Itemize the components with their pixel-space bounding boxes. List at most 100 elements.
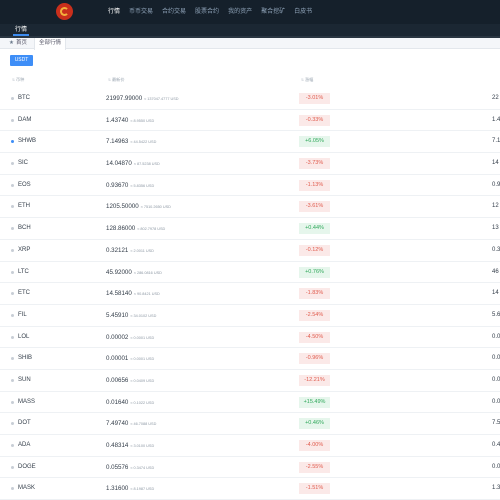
market-table-body: BTC 21997.99000 ≈ 137047.4777 USD -3.01% 22 D…	[0, 88, 500, 500]
coin-symbol[interactable]: FIL	[18, 311, 27, 318]
nav-item-contract-trade[interactable]: 合约交易	[162, 9, 187, 15]
favorite-star-icon[interactable]	[11, 465, 14, 469]
coin-symbol[interactable]: DOGE	[18, 463, 36, 470]
table-row[interactable]: EOS 0.93670 ≈ 5.8356 USD -1.13% 0.9	[0, 175, 500, 197]
price-usd-conversion: ≈ 3.0100 USD	[130, 444, 155, 448]
coin-symbol[interactable]: EOS	[18, 181, 31, 188]
table-row[interactable]: DOGE 0.05576 ≈ 0.3474 USD -2.55% 0.0	[0, 457, 500, 479]
coin-symbol[interactable]: MASS	[18, 398, 36, 405]
favorite-star-icon[interactable]	[11, 422, 14, 426]
price-value: 0.48314	[106, 442, 129, 449]
latest-price: 5.45910 ≈ 34.0102 USD	[106, 305, 156, 327]
sort-icon: ⇅	[108, 78, 111, 82]
coin-symbol[interactable]: SHWB	[18, 138, 36, 145]
usdt-filter-button[interactable]: USDT	[10, 55, 33, 66]
coin-symbol[interactable]: SHIB	[18, 355, 33, 362]
table-row[interactable]: XRP 0.32121 ≈ 2.0011 USD -0.12% 0.3	[0, 240, 500, 262]
favorite-star-icon[interactable]	[11, 444, 14, 447]
truncated-column-value: 13	[492, 225, 499, 232]
table-row[interactable]: LOL 0.00002 ≈ 0.0001 USD -4.50% 0.0	[0, 327, 500, 349]
favorite-star-icon[interactable]	[11, 335, 14, 339]
breadcrumb-home[interactable]: ★ 首页	[6, 38, 30, 49]
favorite-star-icon[interactable]	[11, 162, 14, 166]
nav-item-market[interactable]: 行情	[108, 9, 121, 15]
favorite-star-icon[interactable]	[11, 118, 14, 122]
table-row[interactable]: ETC 14.58140 ≈ 90.8421 USD -1.83% 14	[0, 283, 500, 305]
latest-price: 0.00002 ≈ 0.0001 USD	[106, 327, 154, 349]
favorite-star-icon[interactable]	[11, 227, 14, 231]
table-row[interactable]: DAM 1.43740 ≈ 8.9550 USD -0.33% 1.4	[0, 110, 500, 132]
favorite-star-icon[interactable]	[11, 357, 14, 361]
price-value: 5.45910	[106, 311, 129, 319]
coin-symbol[interactable]: XRP	[18, 246, 31, 253]
column-header-price[interactable]: ⇅最新价	[108, 77, 125, 82]
table-row[interactable]: LTC 45.92000 ≈ 286.0816 USD +0.76% 46	[0, 262, 500, 284]
favorite-star-icon[interactable]	[11, 183, 14, 187]
truncated-column-value: 1.3	[492, 485, 500, 492]
truncated-column-value: 14	[492, 160, 499, 167]
top-navigation-bar: 行情 币币交易 合约交易 股票合约 我的资产 聚合挖矿 白皮书	[0, 0, 500, 24]
coin-symbol[interactable]: ETH	[18, 203, 30, 210]
coin-symbol[interactable]: BCH	[18, 225, 31, 232]
price-usd-conversion: ≈ 8.1987 USD	[130, 487, 155, 492]
price-usd-conversion: ≈ 7510.2650 USD	[140, 205, 171, 210]
price-usd-conversion: ≈ 8.9550 USD	[130, 118, 155, 123]
table-row[interactable]: MASS 0.01640 ≈ 0.1022 USD +15.49% 0.0	[0, 392, 500, 414]
coin-symbol[interactable]: DAM	[18, 116, 32, 123]
change-badge: +0.46%	[299, 418, 330, 430]
price-value: 1.31600	[106, 485, 129, 493]
price-usd-conversion: ≈ 802.7978 USD	[137, 227, 166, 232]
favorite-star-icon[interactable]	[11, 400, 14, 404]
coin-symbol[interactable]: LOL	[18, 333, 30, 340]
table-row[interactable]: SIC 14.04870 ≈ 87.5238 USD -3.73% 14	[0, 153, 500, 175]
nav-item-whitepaper[interactable]: 白皮书	[294, 9, 313, 15]
column-header-name[interactable]: ⇅币种	[12, 77, 25, 82]
header-divider	[0, 36, 500, 38]
coin-symbol[interactable]: SIC	[18, 160, 29, 167]
table-row[interactable]: ADA 0.48314 ≈ 3.0100 USD -4.00% 0.4	[0, 435, 500, 457]
price-value: 0.00001	[106, 355, 129, 363]
coin-symbol[interactable]: ADA	[18, 442, 31, 448]
favorite-star-icon[interactable]	[11, 270, 14, 274]
breadcrumb-current[interactable]: 全部行情	[34, 38, 67, 50]
coin-symbol[interactable]: SUN	[18, 376, 31, 383]
logo-mark-icon	[56, 3, 73, 20]
coin-symbol[interactable]: LTC	[18, 268, 29, 275]
coin-symbol[interactable]: DOT	[18, 420, 31, 427]
coin-symbol[interactable]: ETC	[18, 290, 30, 297]
latest-price: 1205.50000 ≈ 7510.2650 USD	[106, 196, 171, 218]
truncated-column-value: 22	[492, 95, 499, 101]
coin-symbol[interactable]: MASK	[18, 485, 36, 492]
coin-symbol[interactable]: BTC	[18, 95, 30, 101]
table-row[interactable]: SUN 0.00656 ≈ 0.0409 USD -12.21% 0.0	[0, 370, 500, 392]
change-badge: -0.96%	[299, 353, 330, 365]
table-row[interactable]: FIL 5.45910 ≈ 34.0102 USD -2.54% 5.6	[0, 305, 500, 327]
favorite-star-icon[interactable]	[11, 487, 14, 491]
nav-item-stock-contract[interactable]: 股票合约	[195, 9, 220, 15]
favorite-star-icon[interactable]	[11, 292, 14, 296]
truncated-column-value: 0.0	[492, 333, 500, 340]
table-row[interactable]: MASK 1.31600 ≈ 8.1987 USD -1.51% 1.3	[0, 478, 500, 500]
truncated-column-value: 7.1	[492, 138, 500, 145]
nav-item-spot-trade[interactable]: 币币交易	[129, 9, 154, 15]
table-row[interactable]: SHIB 0.00001 ≈ 0.0001 USD -0.96% 0.0	[0, 348, 500, 370]
favorite-star-icon[interactable]	[11, 205, 14, 209]
favorite-star-icon[interactable]	[11, 313, 14, 317]
section-title[interactable]: 行情	[15, 27, 28, 33]
table-row[interactable]: ETH 1205.50000 ≈ 7510.2650 USD -3.61% 12	[0, 196, 500, 219]
nav-item-my-assets[interactable]: 我的资产	[228, 9, 253, 15]
table-row[interactable]: DOT 7.49740 ≈ 46.7088 USD +0.46% 7.5	[0, 413, 500, 435]
column-header-change[interactable]: ⇅涨幅	[301, 77, 314, 82]
nav-item-mining[interactable]: 聚合挖矿	[261, 9, 286, 15]
brand-logo[interactable]	[56, 3, 100, 20]
change-badge: -2.55%	[299, 461, 330, 473]
favorite-star-icon[interactable]	[11, 97, 14, 100]
favorite-star-icon[interactable]	[11, 140, 14, 144]
table-row[interactable]: SHWB 7.14963 ≈ 44.5422 USD +6.05% 7.1	[0, 131, 500, 154]
price-value: 0.00002	[106, 333, 129, 341]
table-row[interactable]: BCH 128.86000 ≈ 802.7978 USD +0.44% 13	[0, 218, 500, 240]
latest-price: 7.49740 ≈ 46.7088 USD	[106, 413, 156, 435]
table-row[interactable]: BTC 21997.99000 ≈ 137047.4777 USD -3.01% 22	[0, 88, 500, 110]
favorite-star-icon[interactable]	[11, 378, 14, 382]
favorite-star-icon[interactable]	[11, 248, 14, 252]
